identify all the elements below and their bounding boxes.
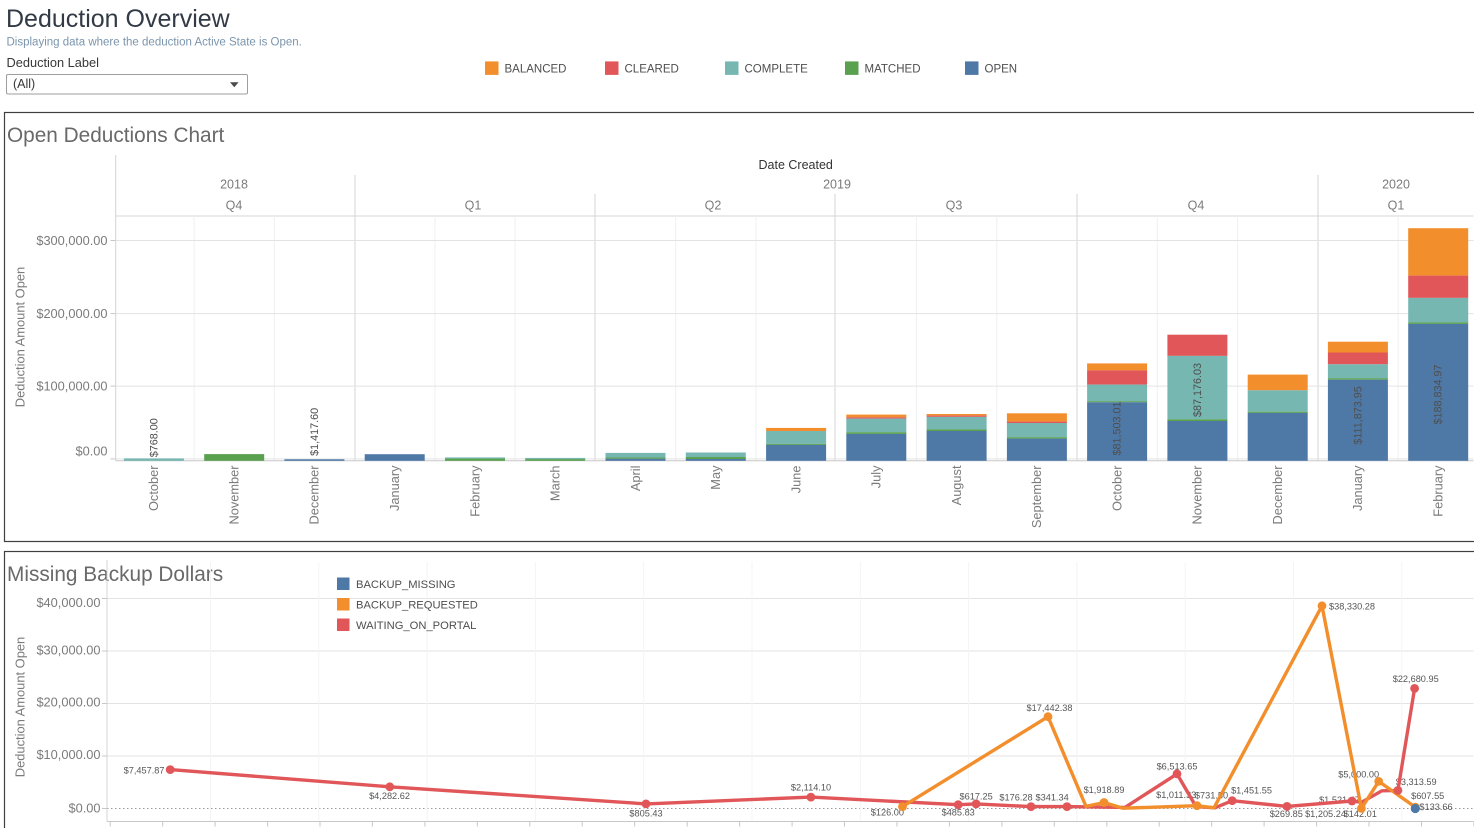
svg-text:$87,176.03: $87,176.03 <box>1192 363 1204 417</box>
svg-text:Q2: Q2 <box>705 199 722 213</box>
svg-text:Deduction Amount Open: Deduction Amount Open <box>13 267 28 407</box>
svg-text:March: March <box>548 466 563 502</box>
svg-text:August: August <box>949 465 964 505</box>
svg-text:$126.00: $126.00 <box>871 808 904 818</box>
svg-text:June: June <box>788 466 803 494</box>
svg-text:Deduction Label: Deduction Label <box>7 55 100 70</box>
svg-text:$269.85: $269.85 <box>1270 809 1303 819</box>
svg-text:January: January <box>1350 465 1365 511</box>
svg-text:COMPLETE: COMPLETE <box>745 63 809 75</box>
svg-text:$805.43: $805.43 <box>629 809 662 819</box>
svg-text:$133.66: $133.66 <box>1419 802 1452 812</box>
svg-text:$6,513.65: $6,513.65 <box>1157 762 1198 772</box>
svg-text:Q1: Q1 <box>465 199 482 213</box>
svg-text:$1,521.47: $1,521.47 <box>1319 795 1360 805</box>
svg-text:Deduction Overview: Deduction Overview <box>6 5 231 33</box>
svg-text:$111,873.95: $111,873.95 <box>1352 386 1364 444</box>
svg-text:October: October <box>1109 465 1124 511</box>
svg-text:WAITING_ON_PORTAL: WAITING_ON_PORTAL <box>356 620 476 632</box>
svg-text:$4,282.62: $4,282.62 <box>369 791 410 801</box>
svg-text:BACKUP_MISSING: BACKUP_MISSING <box>356 579 455 591</box>
svg-text:January: January <box>387 465 402 511</box>
svg-text:$0.00: $0.00 <box>75 444 107 459</box>
svg-text:BACKUP_REQUESTED: BACKUP_REQUESTED <box>356 600 478 612</box>
svg-text:Q4: Q4 <box>1188 199 1205 213</box>
svg-text:April: April <box>628 466 643 492</box>
svg-text:Q4: Q4 <box>226 199 243 213</box>
svg-text:Deduction Amount Open: Deduction Amount Open <box>13 637 28 777</box>
svg-text:$1,918.89: $1,918.89 <box>1084 785 1125 795</box>
svg-text:May: May <box>708 465 723 490</box>
svg-text:CLEARED: CLEARED <box>625 63 679 75</box>
svg-text:$20,000.00: $20,000.00 <box>36 695 100 710</box>
svg-text:$30,000.00: $30,000.00 <box>36 642 100 657</box>
svg-text:$617.25: $617.25 <box>959 792 992 802</box>
svg-text:$341.34: $341.34 <box>1035 793 1068 803</box>
svg-text:$81,503.01: $81,503.01 <box>1112 401 1124 455</box>
svg-text:November: November <box>227 465 242 525</box>
svg-text:February: February <box>467 465 482 517</box>
svg-text:$607.55: $607.55 <box>1411 791 1444 801</box>
svg-text:$38,330.28: $38,330.28 <box>1329 602 1375 612</box>
svg-text:$485.83: $485.83 <box>942 808 975 818</box>
svg-text:2018: 2018 <box>220 178 248 192</box>
svg-text:$5,000.00: $5,000.00 <box>1338 769 1379 779</box>
svg-text:December: December <box>1270 465 1285 525</box>
svg-text:$1,011.33: $1,011.33 <box>1156 790 1196 800</box>
svg-text:Q1: Q1 <box>1388 199 1405 213</box>
svg-text:$731.50: $731.50 <box>1195 791 1228 801</box>
svg-text:Displaying data where the dedu: Displaying data where the deduction Acti… <box>7 37 302 49</box>
svg-text:BALANCED: BALANCED <box>505 63 567 75</box>
svg-text:$22,680.95: $22,680.95 <box>1393 674 1439 684</box>
svg-text:$176.28: $176.28 <box>999 793 1032 803</box>
svg-text:$1,205.24: $1,205.24 <box>1305 809 1346 819</box>
svg-text:November: November <box>1190 465 1205 525</box>
svg-text:$40,000.00: $40,000.00 <box>36 595 100 610</box>
svg-text:$188,834.97: $188,834.97 <box>1433 364 1445 424</box>
svg-text:$1,451.55: $1,451.55 <box>1231 786 1272 796</box>
svg-text:July: July <box>869 465 884 488</box>
svg-text:$7,457.87: $7,457.87 <box>124 765 165 775</box>
svg-text:$2,114.10: $2,114.10 <box>791 783 831 793</box>
svg-text:$142.01: $142.01 <box>1344 809 1377 819</box>
svg-text:$768.00: $768.00 <box>148 418 160 457</box>
svg-text:February: February <box>1431 465 1446 517</box>
svg-text:Open Deductions Chart: Open Deductions Chart <box>7 124 225 147</box>
svg-text:September: September <box>1029 465 1044 528</box>
svg-text:October: October <box>146 465 161 511</box>
svg-text:$200,000.00: $200,000.00 <box>36 306 107 321</box>
svg-text:OPEN: OPEN <box>985 63 1018 75</box>
svg-text:MATCHED: MATCHED <box>865 63 921 75</box>
svg-text:$0.00: $0.00 <box>68 800 100 815</box>
svg-text:$300,000.00: $300,000.00 <box>36 233 107 248</box>
svg-text:Q3: Q3 <box>946 199 963 213</box>
svg-text:2020: 2020 <box>1382 178 1410 192</box>
svg-text:Missing Backup Dollars: Missing Backup Dollars <box>7 563 223 586</box>
svg-text:December: December <box>307 465 322 525</box>
svg-text:Date Created: Date Created <box>759 158 833 172</box>
svg-text:$3,313.59: $3,313.59 <box>1396 777 1437 787</box>
svg-text:2019: 2019 <box>823 178 851 192</box>
svg-text:$17,442.38: $17,442.38 <box>1027 703 1073 713</box>
svg-text:$1,417.60: $1,417.60 <box>309 408 321 456</box>
svg-text:$100,000.00: $100,000.00 <box>36 378 107 393</box>
svg-text:(All): (All) <box>13 77 35 91</box>
svg-text:$10,000.00: $10,000.00 <box>36 747 100 762</box>
